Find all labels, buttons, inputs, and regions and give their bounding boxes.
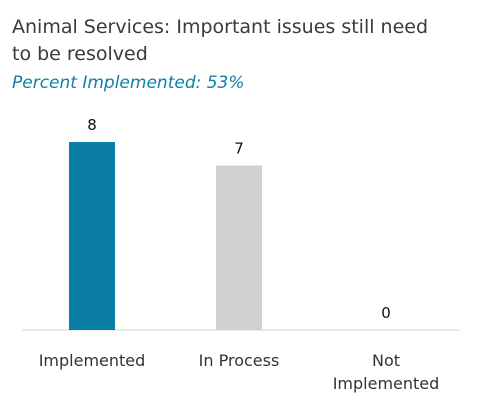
category-label-line: Not xyxy=(372,351,400,370)
category-label: Implemented xyxy=(39,351,146,370)
category-label: Not Implemented xyxy=(333,351,440,393)
bar-in-process xyxy=(216,165,262,330)
data-label: 7 xyxy=(234,140,244,158)
category-label-line: In Process xyxy=(199,351,280,370)
category-label: In Process xyxy=(199,351,280,370)
data-label: 0 xyxy=(381,304,391,322)
bar-implemented xyxy=(69,142,115,330)
data-label: 8 xyxy=(87,116,97,134)
category-label-line: Implemented xyxy=(333,374,440,393)
chart-subtitle: Percent Implemented: 53% xyxy=(12,73,245,93)
chart-title: Animal Services: Important issues still … xyxy=(12,16,429,65)
category-label-line: Implemented xyxy=(39,351,146,370)
